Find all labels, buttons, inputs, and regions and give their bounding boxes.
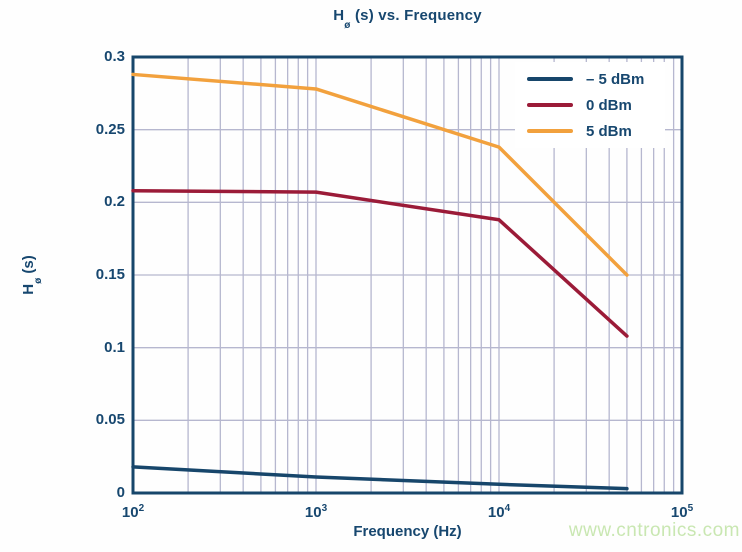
- y-tick-label: 0.2: [104, 193, 125, 211]
- legend-item: 0 dBm: [527, 92, 665, 118]
- x-tick-label: 105: [670, 503, 694, 521]
- series-line-0-dbm: [131, 188, 629, 338]
- series-line-5-dbm: [131, 72, 629, 277]
- legend-swatch: [527, 129, 573, 133]
- legend-label: – 5 dBm: [586, 70, 645, 88]
- chart-title-subscript: ø: [344, 20, 351, 31]
- legend-swatch: [527, 103, 573, 107]
- x-tick-label: 104: [487, 503, 511, 521]
- x-tick-label: 102: [121, 503, 145, 521]
- x-axis-title: Frequency (Hz): [353, 523, 462, 540]
- legend-item: 5 dBm: [527, 118, 665, 144]
- legend-label: 0 dBm: [586, 96, 632, 114]
- y-tick-label: 0.3: [104, 48, 125, 65]
- y-tick-label: 0: [116, 484, 125, 501]
- chart-title-rest: (s) vs. Frequency: [350, 7, 482, 24]
- y-tick-label: 0.25: [95, 120, 125, 138]
- chart-title: Hø (s) vs. Frequency: [133, 7, 682, 31]
- y-tick-label: 0.05: [95, 411, 125, 429]
- legend-swatch: [527, 77, 573, 81]
- y-tick-label: 0.15: [95, 266, 125, 283]
- series-line--5-dbm: [131, 465, 629, 491]
- plot-border: [131, 55, 684, 495]
- legend: – 5 dBm 0 dBm 5 dBm: [515, 62, 665, 148]
- legend-item: – 5 dBm: [527, 66, 665, 92]
- watermark: www.cntronics.com: [568, 520, 740, 541]
- y-tick-label: 0.1: [104, 338, 125, 356]
- legend-label: 5 dBm: [586, 122, 632, 140]
- chart-title-main: H: [333, 7, 345, 24]
- x-tick-label: 103: [304, 503, 328, 521]
